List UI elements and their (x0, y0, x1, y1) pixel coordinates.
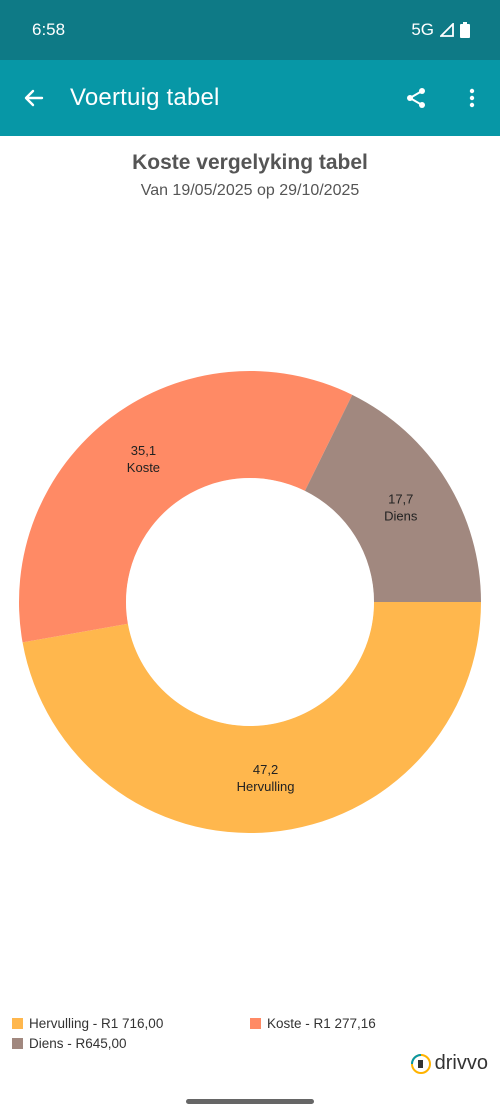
share-button[interactable] (396, 78, 436, 118)
legend-item-diens: Diens - R645,00 (12, 1036, 127, 1051)
slice-name-label: Hervulling (237, 779, 295, 794)
arrow-back-icon (24, 89, 44, 107)
app-bar: Voertuig tabel (0, 60, 500, 136)
donut-chart: 47,2 Hervulling 35,1 Koste 17,7 Diens (18, 371, 481, 833)
page-title: Voertuig tabel (70, 84, 220, 111)
brand-name: drivvo (434, 1052, 488, 1074)
pie-slice-diens[interactable] (304, 394, 481, 602)
legend-label: Koste - R1 277,16 (267, 1016, 376, 1031)
more-vert-icon (469, 88, 475, 108)
chart-title: Koste vergelyking tabel (132, 151, 368, 174)
slice-name-label: Diens (384, 508, 418, 523)
status-icons: 5G (411, 20, 470, 40)
legend-swatch (12, 1018, 23, 1029)
more-options-button[interactable] (452, 78, 492, 118)
slice-value-label: 17,7 (388, 491, 413, 506)
legend-swatch (12, 1038, 23, 1049)
legend-label: Hervulling - R1 716,00 (29, 1016, 164, 1031)
legend-item-koste: Koste - R1 277,16 (250, 1016, 376, 1031)
slice-value-label: 35,1 (131, 443, 156, 458)
slice-name-label: Koste (127, 460, 160, 475)
fuel-pump-icon (410, 1053, 431, 1074)
network-label: 5G (411, 20, 434, 39)
slice-value-label: 47,2 (253, 762, 278, 777)
legend-swatch (250, 1018, 261, 1029)
status-bar: 6:58 5G (0, 0, 500, 60)
signal-icon (440, 23, 454, 37)
donut-inner-ring (126, 478, 374, 726)
home-indicator[interactable] (186, 1099, 314, 1104)
back-button[interactable] (14, 78, 54, 118)
brand-logo: drivvo (410, 1052, 488, 1075)
legend-item-hervulling: Hervulling - R1 716,00 (12, 1016, 163, 1031)
pie-slice-koste[interactable] (18, 371, 353, 643)
pie-slice-hervulling[interactable] (22, 602, 481, 833)
donut-hole (138, 490, 362, 714)
legend-label: Diens - R645,00 (29, 1036, 127, 1051)
chart-subtitle: Van 19/05/2025 op 29/10/2025 (140, 182, 360, 199)
battery-icon (460, 22, 470, 38)
share-icon (407, 88, 425, 108)
status-time: 6:58 (32, 20, 66, 39)
